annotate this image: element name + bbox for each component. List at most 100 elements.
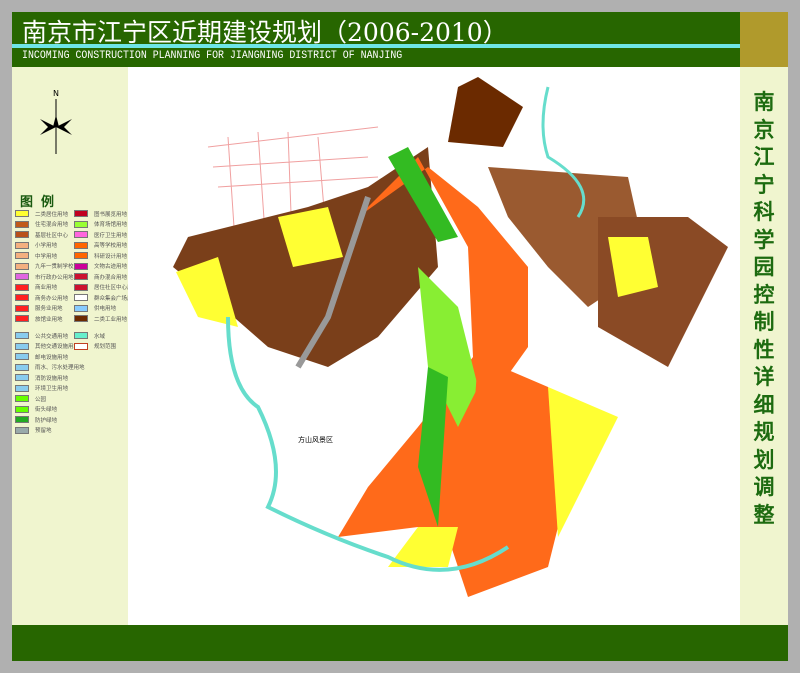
legend-item: 科研设计用地 (74, 251, 127, 260)
legend-swatch (15, 262, 29, 270)
legend-item: 环境卫生用地 (15, 384, 68, 393)
legend-item: 商业用地 (15, 283, 57, 292)
legend-item: 住宅混合用地 (15, 220, 68, 229)
legend-label: 基层社区中心 (35, 232, 69, 239)
legend-swatch (15, 405, 29, 413)
side-title-char: 细 (753, 392, 775, 417)
legend-swatch (15, 332, 29, 339)
legend-label: 街头绿地 (35, 407, 58, 413)
legend-item: 商办混合用地 (74, 272, 127, 281)
legend-swatch (74, 294, 88, 301)
legend-swatch (15, 252, 29, 259)
legend-swatch (15, 304, 29, 312)
legend-item: 九年一贯制学校用地 (15, 262, 85, 271)
legend-swatch (74, 283, 88, 291)
legend-item: 预留地 (15, 426, 52, 435)
legend-swatch (15, 273, 29, 280)
legend-item: 小学用地 (15, 241, 57, 250)
legend-label: 体育场馆用地 (94, 222, 128, 228)
legend-item: 其他交通设施用地 (15, 342, 79, 351)
legend-swatch (15, 210, 29, 217)
legend-label: 雨水、污水处理用地 (35, 365, 85, 371)
legend-title: 图例 (20, 195, 63, 210)
legend-label: 商业用地 (35, 285, 58, 291)
legend-label: 二类工业用地 (94, 316, 128, 323)
side-title-char: 制 (753, 310, 775, 334)
legend-swatch (15, 294, 29, 301)
legend-swatch (15, 342, 29, 350)
fangshan-label: 方山风景区 (298, 435, 333, 444)
legend-swatch (74, 241, 88, 249)
legend-label: 文物古迹用地 (94, 264, 128, 270)
side-title-char: 划 (753, 447, 775, 472)
legend-label: 规划范围 (94, 344, 117, 350)
legend-swatch (15, 353, 29, 360)
legend-label: 住宅混合用地 (35, 222, 69, 228)
legend-swatch (74, 304, 88, 312)
legend-item: 体育场馆用地 (74, 220, 127, 229)
legend-item: 市行政办公用地 (15, 272, 74, 281)
legend-item: 雨水、污水处理用地 (15, 363, 85, 372)
side-title-char: 宁 (753, 172, 775, 197)
legend-swatch (15, 374, 29, 381)
land-use-map[interactable]: 方山风景区 (128, 67, 740, 625)
legend-item: 街头绿地 (15, 405, 57, 414)
legend-swatch (15, 416, 29, 423)
legend-item: 邮电设施用地 (15, 352, 68, 361)
legend-label: 群众集会广场用地 (94, 295, 139, 302)
side-title-char: 详 (753, 365, 775, 389)
legend-swatch (15, 283, 29, 291)
side-title-char: 调 (753, 475, 775, 499)
legend-swatch (74, 252, 88, 259)
side-title-char: 园 (753, 255, 775, 279)
legend-swatch (15, 241, 29, 249)
legend-label: 水域 (94, 333, 106, 340)
legend-label: 商务办公用地 (35, 295, 69, 302)
legend-label: 医疗卫生用地 (94, 232, 128, 239)
divider (12, 44, 740, 48)
legend-item: 高等学校用地 (74, 241, 127, 250)
legend-item: 群众集会广场用地 (74, 293, 138, 302)
side-title-char: 南 (753, 90, 775, 114)
north-label: N (53, 89, 59, 98)
legend-label: 预留地 (35, 428, 52, 434)
poster: 南京市江宁区近期建设规划（2006-2010） INCOMING CONSTRU… (12, 12, 788, 661)
side-title-char: 科 (753, 200, 775, 224)
legend-swatch (15, 426, 29, 434)
side-title-char: 整 (753, 502, 775, 527)
legend-item: 规划范围 (74, 342, 116, 351)
legend-item: 二类工业用地 (74, 314, 127, 323)
corner-block (740, 12, 788, 67)
footer-bar (12, 625, 788, 661)
legend-swatch (74, 210, 88, 217)
legend-item: 防护绿地 (15, 415, 57, 424)
legend-label: 商办混合用地 (94, 274, 128, 281)
green-belt (388, 147, 458, 527)
side-title: 南京江宁科学园控制性详细规划调整 (740, 89, 788, 529)
legend-swatch (15, 231, 29, 238)
legend-label: 服务业用地 (35, 306, 63, 312)
legend-label: 供电用地 (94, 306, 117, 312)
legend-swatch (74, 332, 88, 339)
side-title-panel: 南京江宁科学园控制性详细规划调整 (740, 67, 788, 625)
legend-item: 医疗卫生用地 (74, 230, 127, 239)
legend-item: 居住社区中心用地 (74, 283, 138, 292)
legend-label: 防护绿地 (35, 417, 58, 424)
legend-item: 商务办公用地 (15, 293, 68, 302)
legend-item: 文物古迹用地 (74, 262, 127, 271)
legend-item: 消防设施用地 (15, 373, 68, 382)
legend-swatch (74, 220, 88, 228)
legend-item: 中学用地 (15, 251, 57, 260)
legend-label: 消防设施用地 (35, 375, 69, 382)
legend-item: 基层社区中心 (15, 230, 68, 239)
legend-item: 服务业用地 (15, 304, 63, 313)
legend-swatch (74, 315, 88, 322)
river (226, 316, 510, 572)
legend-swatch (15, 315, 29, 322)
legend-label: 居住社区中心用地 (94, 285, 139, 291)
legend-label: 环境卫生用地 (35, 386, 69, 392)
legend-item: 二类居住用地 (15, 209, 68, 218)
legend-swatch (15, 384, 29, 392)
side-title-char: 规 (753, 420, 775, 444)
legend-swatch (15, 363, 29, 371)
